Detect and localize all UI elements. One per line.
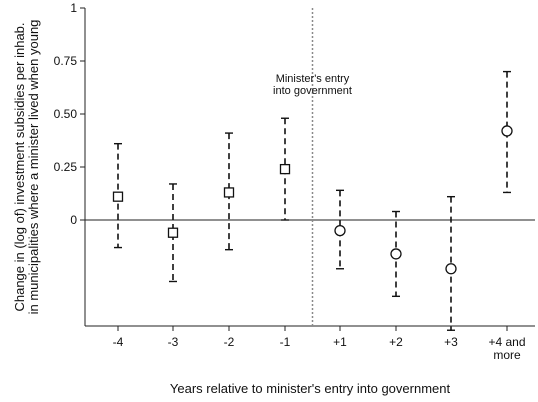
x-tick-label: -3 (168, 335, 179, 349)
y-axis-title-line: in municipalities where a minister lived… (26, 20, 41, 315)
x-tick-label: -4 (113, 335, 124, 349)
y-tick-label: 1 (70, 1, 77, 15)
point-estimate-square (223, 187, 235, 198)
x-tick-label: -1 (280, 335, 291, 349)
point-estimate-circle (445, 263, 457, 275)
entry-annotation-line: Minister's entry (276, 73, 350, 85)
x-tick-label: +2 (389, 335, 403, 349)
x-tick-label: +1 (333, 335, 347, 349)
point-estimate-square (112, 191, 124, 202)
y-axis-title-line: Change in (log of) investment subsidies … (12, 22, 27, 311)
y-tick-label: 0.50 (54, 107, 78, 121)
x-tick-label: +3 (444, 335, 458, 349)
point-estimate-circle (501, 125, 513, 137)
x-tick-label: +4 and more (488, 335, 525, 362)
x-tick-label: -2 (224, 335, 235, 349)
point-estimate-circle (334, 224, 346, 237)
y-tick-label: 0 (70, 213, 77, 227)
point-estimate-circle (390, 248, 402, 260)
y-tick-label: 0.75 (54, 54, 78, 68)
x-axis-title: Years relative to minister's entry into … (170, 381, 451, 396)
point-estimate-square (167, 227, 179, 238)
y-tick-label: 0.25 (54, 160, 78, 174)
point-estimate-square (279, 163, 291, 175)
entry-annotation-line: into government (273, 85, 352, 97)
